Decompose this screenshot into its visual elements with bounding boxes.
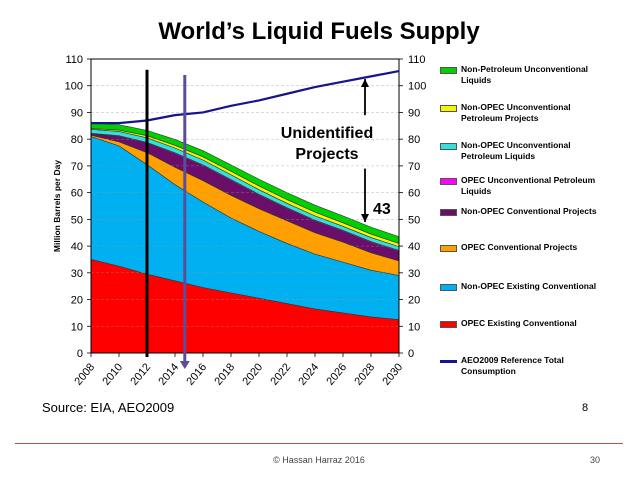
legend-label-opec_existing: OPEC Existing Conventional [461, 318, 577, 328]
x-tick-2014: 2014 [156, 361, 181, 387]
legend-item-nonopec_projects: Non-OPEC Unconventional Petroleum Projec… [440, 102, 611, 124]
legend-item-opec_existing: OPEC Existing Conventional [440, 318, 611, 329]
footer-divider [15, 443, 623, 444]
legend-item-reference: AEO2009 Reference Total Consumption [440, 355, 611, 377]
legend-label-opec_conventional: OPEC Conventional Projects [461, 242, 578, 252]
y-tick-left-30: 30 [71, 268, 83, 280]
y-tick-right-20: 20 [408, 295, 420, 307]
x-tick-2008: 2008 [72, 361, 97, 387]
y-tick-left-70: 70 [71, 161, 83, 173]
legend-item-nonopec_unconventional: Non-OPEC Unconventional Petroleum Liquid… [440, 140, 611, 162]
y-tick-left-0: 0 [77, 348, 83, 360]
y-tick-right-80: 80 [408, 134, 420, 146]
y-axis-label: Million Barrels per Day [52, 160, 62, 252]
x-tick-2022: 2022 [268, 361, 293, 387]
gap-arrow-up-head [361, 79, 369, 88]
x-tick-2018: 2018 [212, 361, 237, 387]
legend-label-opec_unconventional: OPEC Unconventional Petroleum Liquids [461, 175, 596, 196]
plot-frame [90, 58, 400, 354]
legend-label-nonopec_conventional: Non-OPEC Conventional Projects [461, 206, 597, 216]
legend-swatch-opec_existing [440, 321, 457, 328]
y-tick-right-100: 100 [408, 81, 426, 93]
source-note: Source: EIA, AEO2009 [42, 400, 175, 415]
y-tick-right-60: 60 [408, 188, 420, 200]
y-tick-left-50: 50 [71, 214, 83, 226]
legend-label-nonopec_projects: Non-OPEC Unconventional Petroleum Projec… [461, 102, 571, 123]
y-tick-left-20: 20 [71, 295, 83, 307]
legend-label-nonopec_unconventional: Non-OPEC Unconventional Petroleum Liquid… [461, 140, 571, 161]
annotation-unidentified-line2: Projects [295, 146, 358, 163]
footer-copyright: © Hassan Harraz 2016 [273, 455, 365, 465]
x-tick-2012: 2012 [128, 361, 153, 387]
legend-swatch-nonopec_existing [440, 284, 457, 291]
inner-page-number: 8 [582, 402, 589, 414]
legend-swatch-nonopec_projects [440, 105, 457, 112]
annotation-gap-value: 43 [373, 201, 391, 218]
x-tick-2024: 2024 [296, 361, 321, 387]
legend-item-nonopec_conventional: Non-OPEC Conventional Projects [440, 206, 611, 217]
y-tick-right-70: 70 [408, 161, 420, 173]
y-tick-left-60: 60 [71, 188, 83, 200]
legend-swatch-nonopec_conventional [440, 209, 457, 216]
y-tick-left-10: 10 [71, 321, 83, 333]
y-tick-right-40: 40 [408, 241, 420, 253]
y-tick-left-90: 90 [71, 107, 83, 119]
chart-title: World’s Liquid Fuels Supply [158, 18, 480, 45]
x-tick-2010: 2010 [100, 361, 125, 387]
gap-arrow-down-head [361, 214, 369, 223]
x-tick-2020: 2020 [240, 361, 265, 387]
annotation-unidentified-line1: Unidentified [281, 125, 373, 142]
y-tick-left-100: 100 [65, 81, 83, 93]
x-tick-2030: 2030 [380, 361, 405, 387]
x-tick-2028: 2028 [352, 361, 377, 387]
y-tick-right-50: 50 [408, 214, 420, 226]
reference-consumption-line [91, 69, 400, 125]
y-tick-right-10: 10 [408, 321, 420, 333]
legend-item-opec_conventional: OPEC Conventional Projects [440, 242, 611, 253]
legend-swatch-non_petroleum [440, 67, 457, 74]
footer-slide-number: 30 [590, 455, 601, 465]
legend-item-nonopec_existing: Non-OPEC Existing Conventional [440, 281, 611, 292]
legend-swatch-opec_conventional [440, 245, 457, 252]
y-tick-left-80: 80 [71, 134, 83, 146]
x-tick-2026: 2026 [324, 361, 349, 387]
y-tick-left-40: 40 [71, 241, 83, 253]
legend-label-reference: AEO2009 Reference Total Consumption [461, 355, 564, 376]
marker-arrowhead [179, 361, 190, 369]
y-tick-right-110: 110 [408, 54, 426, 66]
y-tick-right-30: 30 [408, 268, 420, 280]
legend-label-nonopec_existing: Non-OPEC Existing Conventional [461, 281, 597, 291]
y-tick-right-0: 0 [408, 348, 414, 360]
legend-item-non_petroleum: Non-Petroleum Unconventional Liquids [440, 64, 611, 86]
y-tick-right-90: 90 [408, 107, 420, 119]
y-tick-left-110: 110 [65, 54, 83, 66]
legend-item-opec_unconventional: OPEC Unconventional Petroleum Liquids [440, 175, 611, 197]
legend-label-non_petroleum: Non-Petroleum Unconventional Liquids [461, 64, 589, 85]
x-tick-2016: 2016 [184, 361, 209, 387]
legend-swatch-opec_unconventional [440, 178, 457, 185]
legend-swatch-nonopec_unconventional [440, 143, 457, 150]
legend-swatch-reference [440, 360, 457, 363]
